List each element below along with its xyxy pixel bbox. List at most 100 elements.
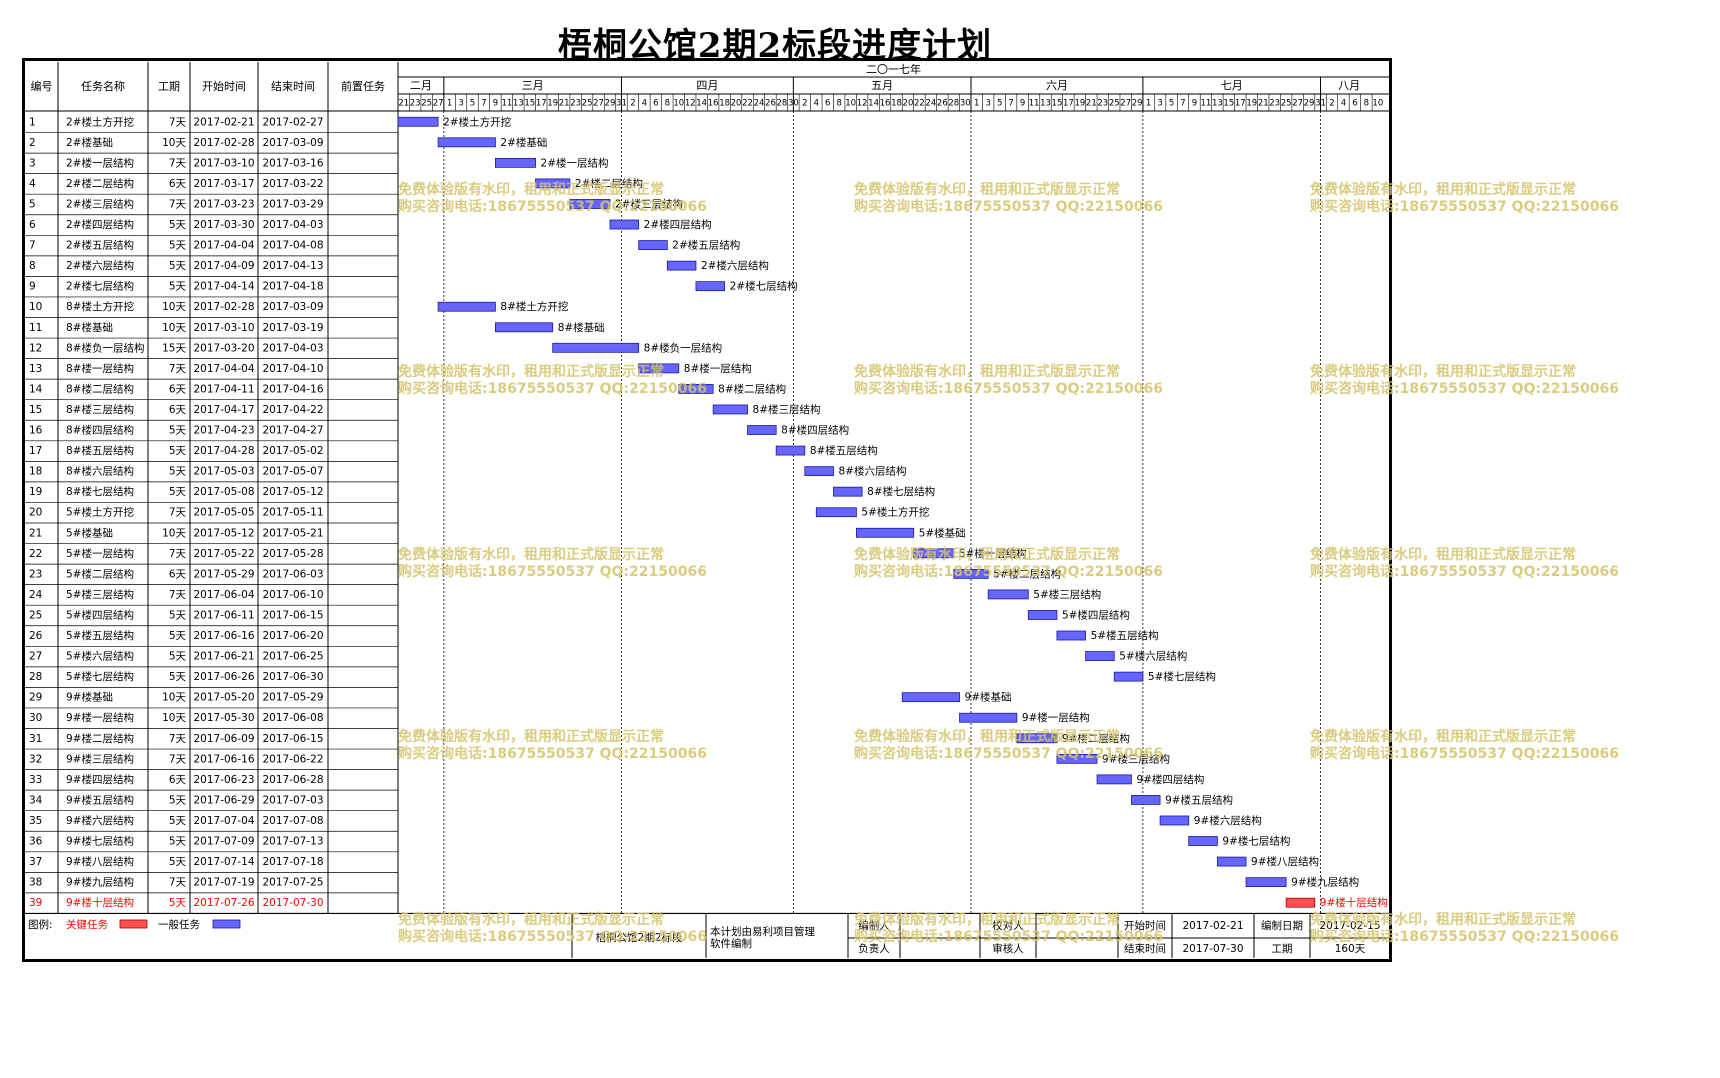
month-label: 六月 xyxy=(1046,79,1068,92)
day-label: 9 xyxy=(1192,99,1197,109)
bar-label: 8#楼负一层结构 xyxy=(644,341,722,354)
task-name: 5#楼三层结构 xyxy=(66,588,134,601)
task-end: 2017-06-03 xyxy=(262,568,323,580)
task-end: 2017-07-30 xyxy=(262,897,323,909)
month-label: 八月 xyxy=(1338,79,1360,92)
task-bar xyxy=(437,301,496,312)
task-bar xyxy=(638,240,668,250)
task-duration: 5天 xyxy=(169,897,187,909)
day-label: 3 xyxy=(1157,99,1162,109)
task-id: 21 xyxy=(29,527,42,539)
task-bar xyxy=(495,157,536,168)
day-label: 13 xyxy=(1212,99,1223,109)
day-label: 23 xyxy=(570,99,581,109)
task-start: 2017-06-16 xyxy=(193,753,254,765)
bar-label: 5#楼五层结构 xyxy=(1091,629,1159,642)
day-label: 15 xyxy=(1223,99,1234,109)
task-name: 5#楼基础 xyxy=(66,526,113,539)
schedule-frame xyxy=(22,58,1392,962)
footer-reviewer-label: 审核人 xyxy=(992,942,1024,955)
task-end: 2017-06-25 xyxy=(262,651,323,663)
footer-duration-value: 160天 xyxy=(1335,943,1366,955)
task-bar xyxy=(1113,671,1144,682)
task-start: 2017-07-14 xyxy=(193,856,254,868)
footer-end-label: 结束时间 xyxy=(1124,942,1166,955)
column-header: 编号 xyxy=(31,79,53,93)
task-id: 13 xyxy=(29,363,42,375)
task-name: 8#楼二层结构 xyxy=(66,382,134,395)
task-end: 2017-04-03 xyxy=(262,219,323,231)
day-label: 2 xyxy=(630,99,635,109)
task-id: 20 xyxy=(29,507,42,519)
day-label: 31 xyxy=(1315,99,1326,109)
task-id: 33 xyxy=(29,774,42,786)
day-label: 18 xyxy=(891,99,902,109)
task-end: 2017-03-09 xyxy=(262,301,323,313)
watermark-line2: 购买咨询电话:18675550537 QQ:22150066 xyxy=(854,563,1163,580)
task-id: 7 xyxy=(29,240,36,252)
watermark-line2: 购买咨询电话:18675550537 QQ:22150066 xyxy=(398,198,707,215)
day-label: 19 xyxy=(547,99,558,109)
task-end: 2017-04-08 xyxy=(262,240,323,252)
bar-label: 2#楼二层结构 xyxy=(575,177,643,190)
task-id: 37 xyxy=(29,856,42,868)
day-label: 23 xyxy=(410,99,421,109)
watermark-line1: 免费体验版有水印，租用和正式版显示正常 xyxy=(398,728,664,745)
watermark-line1: 免费体验版有水印，租用和正式版显示正常 xyxy=(398,546,664,563)
task-start: 2017-03-20 xyxy=(193,342,254,354)
task-duration: 5天 xyxy=(169,445,187,457)
day-label: 23 xyxy=(1097,99,1108,109)
bar-label: 5#楼土方开挖 xyxy=(861,506,929,519)
task-end: 2017-03-29 xyxy=(262,198,323,210)
footer-project: 梧桐公馆2期2标段 xyxy=(596,931,683,944)
task-start: 2017-05-03 xyxy=(193,466,254,478)
task-id: 3 xyxy=(29,157,36,169)
task-bar xyxy=(1245,877,1287,888)
task-id: 4 xyxy=(29,178,36,190)
task-bar xyxy=(833,486,863,497)
task-bar xyxy=(1188,836,1218,846)
task-end: 2017-04-13 xyxy=(262,260,323,272)
task-start: 2017-06-21 xyxy=(193,651,254,663)
task-duration: 6天 xyxy=(169,774,187,786)
footer-checker-label: 校对人 xyxy=(992,919,1024,932)
bar-label: 5#楼二层结构 xyxy=(993,567,1061,580)
bar-label: 8#楼一层结构 xyxy=(684,362,752,375)
task-name: 5#楼一层结构 xyxy=(66,547,134,560)
task-bar xyxy=(959,712,1018,723)
bar-label: 8#楼六层结构 xyxy=(838,465,906,478)
day-label: 21 xyxy=(1258,99,1269,109)
task-id: 18 xyxy=(29,466,42,478)
task-start: 2017-03-23 xyxy=(193,198,254,210)
task-bar xyxy=(1131,795,1161,805)
watermark-line1: 免费体验版有水印，租用和正式版显示正常 xyxy=(854,181,1120,198)
task-duration: 10天 xyxy=(162,712,186,724)
task-start: 2017-06-23 xyxy=(193,774,254,786)
bar-label: 9#楼六层结构 xyxy=(1194,814,1262,827)
task-start: 2017-04-09 xyxy=(193,260,254,272)
task-name: 8#楼五层结构 xyxy=(66,444,134,457)
legend-normal-swatch xyxy=(212,919,241,929)
task-duration: 5天 xyxy=(169,815,187,827)
footer-date-label: 编制日期 xyxy=(1261,919,1303,932)
task-duration: 7天 xyxy=(169,753,187,765)
task-end: 2017-06-30 xyxy=(262,671,323,683)
bar-label: 9#楼九层结构 xyxy=(1291,876,1359,889)
task-start: 2017-04-04 xyxy=(193,363,254,375)
day-label: 12 xyxy=(857,99,868,109)
task-end: 2017-07-25 xyxy=(262,877,323,889)
task-end: 2017-05-11 xyxy=(262,507,323,519)
legend-normal-label: 一般任务 xyxy=(158,918,200,931)
bar-label: 8#楼七层结构 xyxy=(867,485,935,498)
bar-label: 9#楼基础 xyxy=(965,691,1012,704)
day-label: 6 xyxy=(825,99,830,109)
footer-owner-label: 负责人 xyxy=(858,942,890,955)
task-end: 2017-05-12 xyxy=(262,486,323,498)
task-name: 5#楼四层结构 xyxy=(66,608,134,621)
bar-label: 5#楼一层结构 xyxy=(959,547,1027,560)
day-label: 5 xyxy=(997,99,1002,109)
task-start: 2017-05-05 xyxy=(193,507,254,519)
day-label: 23 xyxy=(1269,99,1280,109)
task-end: 2017-06-08 xyxy=(262,712,323,724)
day-label: 16 xyxy=(880,99,891,109)
